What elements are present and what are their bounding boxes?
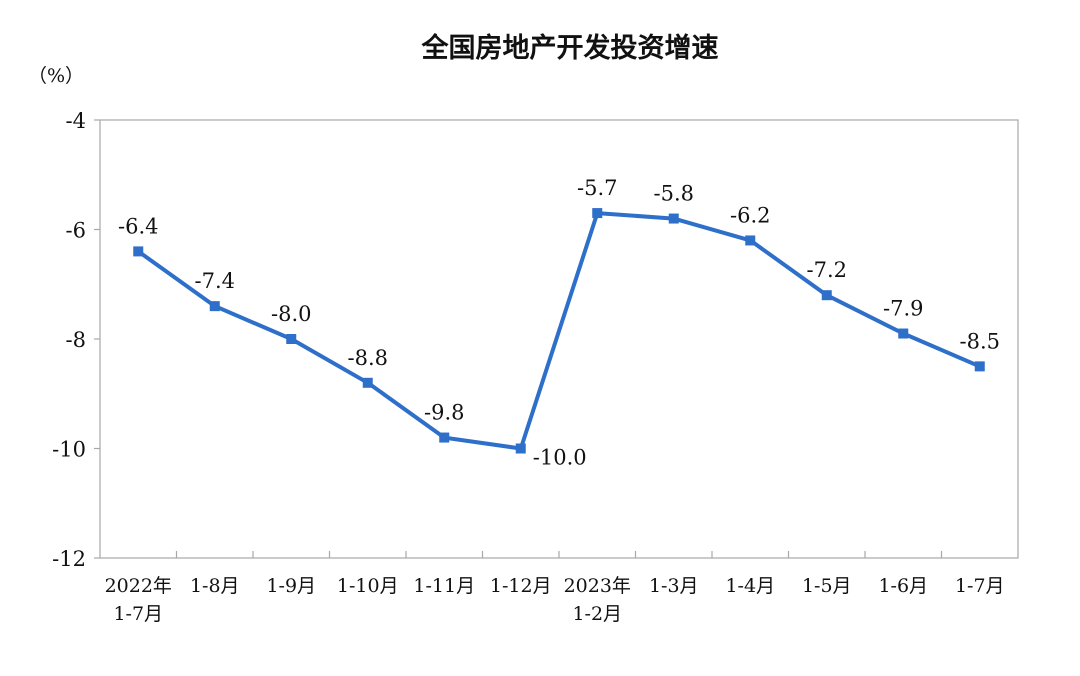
x-tick-label: 1-4月 [725,575,775,597]
data-point-marker [821,290,832,301]
x-tick-label: 1-8月 [190,575,240,597]
data-point-marker [898,328,909,339]
y-tick-label: -6 [66,219,86,243]
x-tick-label-line: 1-11月 [413,575,475,597]
data-label: -9.8 [424,401,465,425]
x-tick-label-line: 1-10月 [337,575,399,597]
x-tick-label: 1-5月 [802,575,852,597]
plot-area-frame [99,119,1019,559]
data-point-marker [974,361,985,372]
data-label: -6.2 [730,203,771,227]
y-tick-label: -10 [52,438,86,462]
data-point-marker [745,235,756,246]
y-tick-label: -12 [52,547,86,571]
x-tick-label: 1-7月 [955,575,1005,597]
x-tick-label-line: 1-7月 [113,603,163,625]
data-point-marker [592,208,603,219]
x-tick-label-line: 1-8月 [190,575,240,597]
chart-title: 全国房地产开发投资增速 [421,32,719,64]
x-tick-label: 2022年 1-7月 [105,575,172,625]
data-label: -8.5 [960,329,1001,353]
data-label: -7.2 [807,258,848,282]
x-tick-label-line: 2023年 [564,575,631,597]
data-point-marker [439,432,450,443]
x-tick-label: 1-10月 [337,575,399,597]
x-tick-label-line: 1-12月 [490,575,552,597]
y-axis: -4 -6 -8 -10 -12 [52,109,100,571]
data-point-marker [133,246,144,257]
x-tick-label: 1-3月 [649,575,699,597]
x-tick-label-line: 2022年 [105,575,172,597]
y-axis-unit-label: （%） [28,65,84,87]
x-tick-label-line: 1-2月 [572,603,622,625]
data-point-marker [515,443,526,454]
series-line-group: -6.4 -7.4 -8.0 -8.8 -9.8 -10.0 -5.7 -5.8 -6.2 -7.… [118,176,1000,469]
x-tick-label: 2023年 1-2月 [564,575,631,625]
data-label: -8.8 [348,346,389,370]
data-label: -6.4 [118,214,159,238]
data-label: -10.0 [533,446,587,470]
data-label: -7.9 [883,297,924,321]
x-tick-label: 1-11月 [413,575,475,597]
series-line [137,211,981,451]
data-point-marker [209,301,220,312]
x-tick-label-line: 1-9月 [266,575,316,597]
data-label: -7.4 [195,269,236,293]
x-tick-label: 1-9月 [266,575,316,597]
x-tick-label-line: 1-6月 [878,575,928,597]
x-tick-label: 1-12月 [490,575,552,597]
y-tick-label: -4 [66,109,86,133]
data-point-marker [286,334,297,344]
y-tick-label: -8 [66,328,86,352]
data-point-marker [362,377,373,388]
x-tick-label-line: 1-5月 [802,575,852,597]
data-label: -5.8 [654,182,695,206]
x-tick-label-line: 1-7月 [955,575,1005,597]
x-axis: 2022年 1-7月 1-8月 1-9月 1-10月 1-11月 1-12月 2023年 1-2… [105,551,1005,625]
x-tick-label: 1-6月 [878,575,928,597]
data-label: -8.0 [271,302,312,326]
data-label: -5.7 [577,176,618,200]
x-tick-label-line: 1-3月 [649,575,699,597]
x-tick-label-line: 1-4月 [725,575,775,597]
data-point-marker [668,213,679,224]
